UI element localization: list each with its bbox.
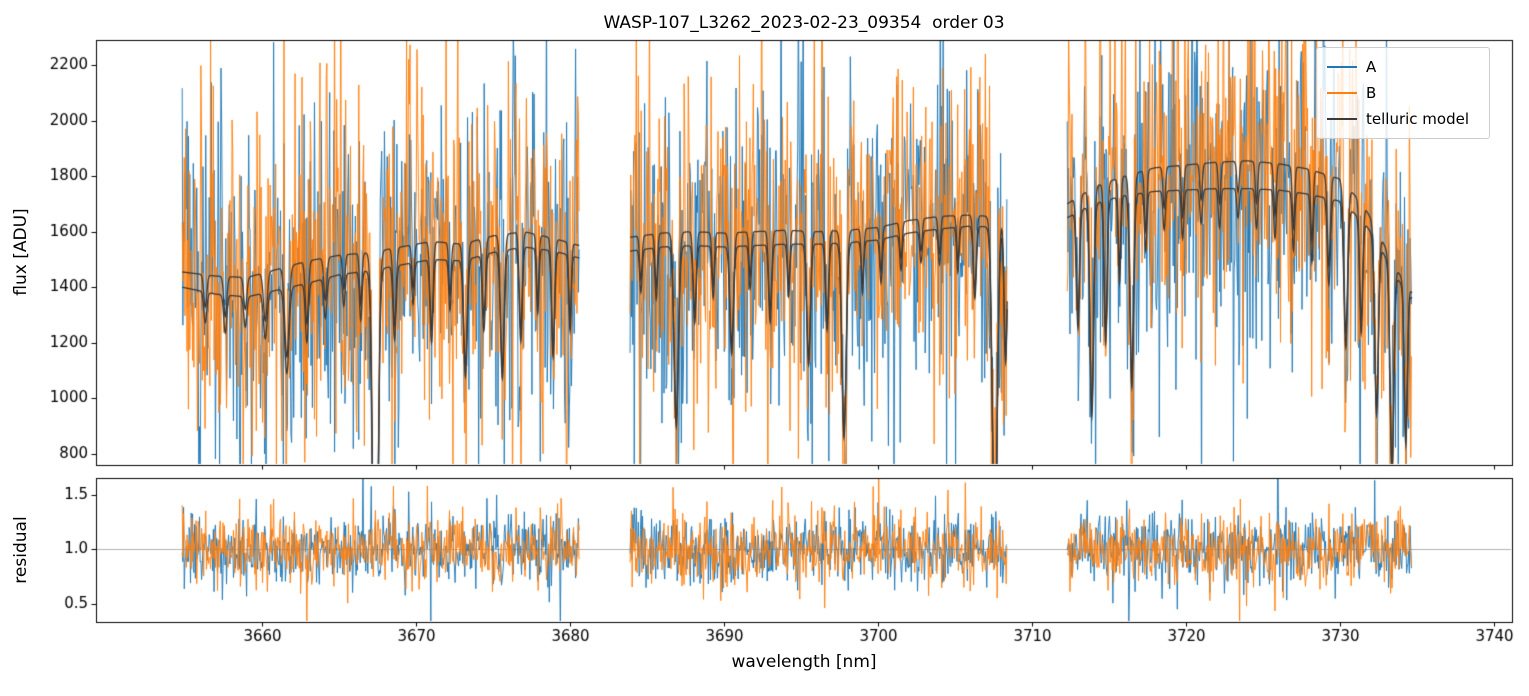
legend-line-a-icon [1327,66,1357,68]
legend-label-b: B [1366,84,1377,102]
residual-y-axis-label: residual [11,516,31,584]
flux-y-axis-label: flux [ADU] [11,208,31,296]
legend-label-a: A [1366,58,1377,76]
chart-title: WASP-107_L3262_2023-02-23_09354 order 03 [603,13,1005,33]
x-axis-label: wavelength [nm] [731,652,877,672]
legend-item-a: A [1327,54,1479,80]
legend-item-b: B [1327,80,1479,106]
legend-item-telluric: telluric model [1327,106,1479,132]
legend-line-telluric-icon [1327,118,1357,120]
legend: A B telluric model [1316,47,1490,139]
legend-line-b-icon [1327,92,1357,94]
legend-label-telluric: telluric model [1366,110,1470,128]
